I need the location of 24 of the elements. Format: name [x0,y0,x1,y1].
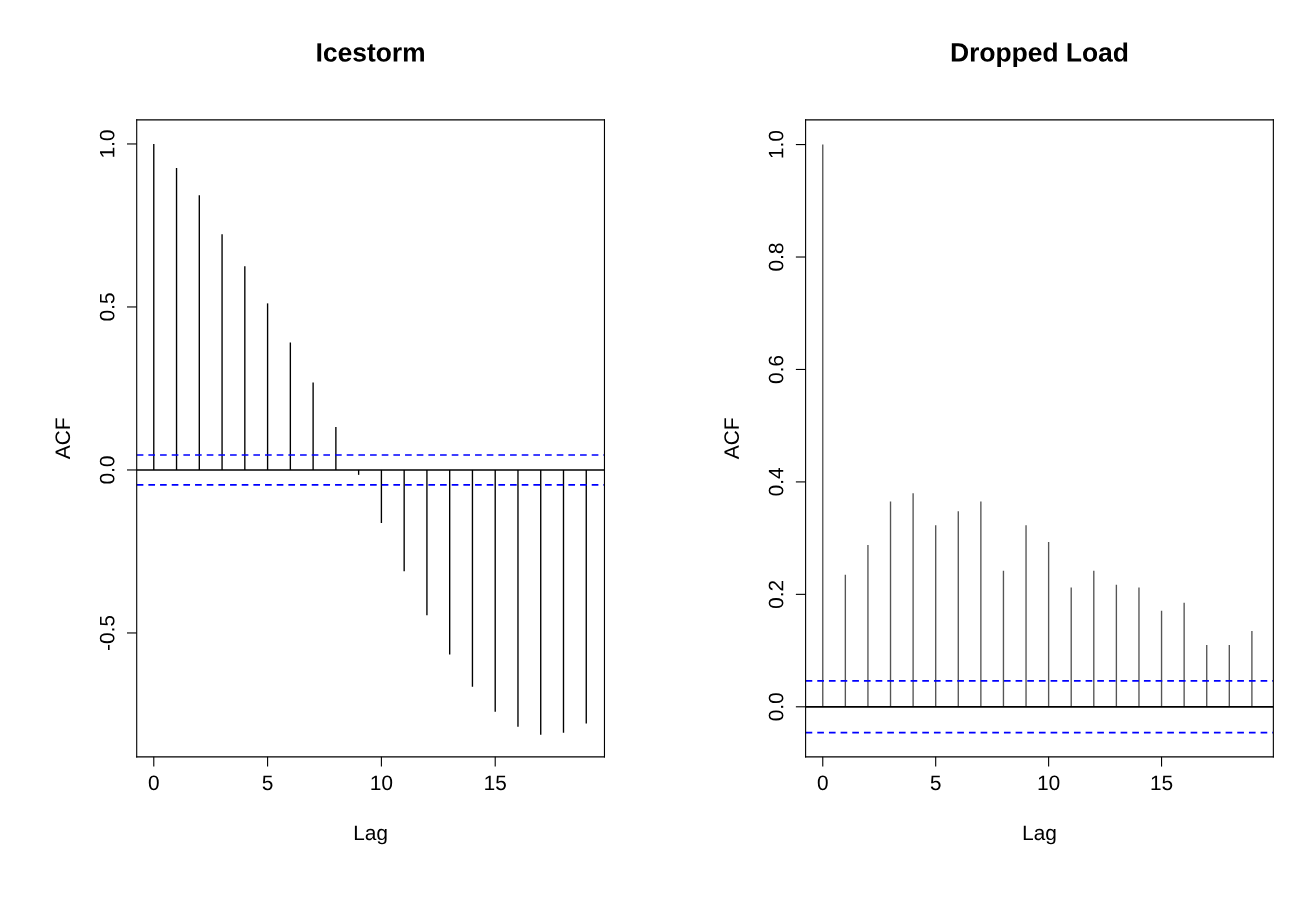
x-tick-label: 15 [1151,775,1173,791]
x-tick-label: 10 [371,775,393,791]
y-tick-label: 1.0 [99,130,115,157]
x-axis-title: Lag [1023,825,1056,845]
x-tick-label: 5 [262,775,273,791]
x-tick-label: 15 [485,775,506,791]
y-tick-label: 0.5 [99,293,115,321]
y-tick-label: 0.8 [768,243,784,271]
y-tick-label: -0.5 [99,615,115,650]
y-tick-label: 0.6 [768,355,784,384]
x-tick-label: 0 [148,775,159,791]
y-axis-title: ACF [55,418,71,460]
x-tick-label: 0 [817,775,828,791]
y-axis-title: ACF [724,418,740,460]
chart-title: Icestorm [317,43,424,62]
y-tick-label: 0.0 [768,693,784,721]
y-tick-label: 0.0 [99,456,115,484]
y-tick-label: 0.2 [768,580,784,609]
y-tick-label: 0.4 [768,468,784,496]
x-tick-label: 5 [930,775,941,791]
x-tick-label: 10 [1038,775,1060,791]
x-axis-title: Lag [354,825,387,845]
chart-title: Dropped Load [951,42,1128,67]
y-tick-label: 1.0 [768,130,784,158]
